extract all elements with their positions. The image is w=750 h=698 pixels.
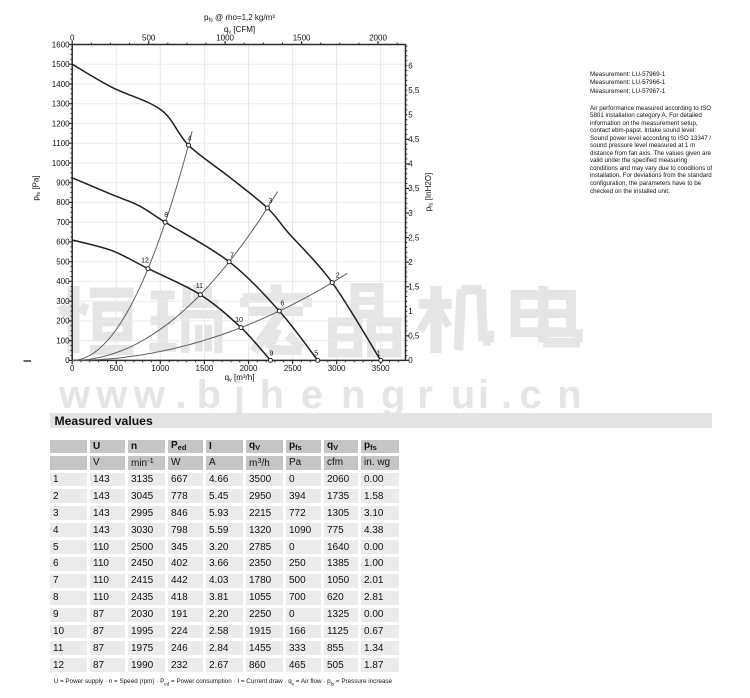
svg-text:1600: 1600 [52,40,70,49]
svg-text:2000: 2000 [240,364,258,373]
svg-text:qv [CFM]: qv [CFM] [224,25,255,36]
svg-text:3,5: 3,5 [408,184,420,193]
svg-text:0: 0 [70,364,75,373]
svg-text:0: 0 [408,356,413,365]
svg-text:1000: 1000 [52,159,70,168]
svg-text:pfs [Pa]: pfs [Pa] [32,175,43,200]
svg-text:10: 10 [235,317,243,324]
svg-text:1100: 1100 [52,139,70,148]
svg-text:pfs [InH2O]: pfs [InH2O] [424,173,435,212]
svg-text:6: 6 [408,61,413,70]
svg-text:1300: 1300 [52,100,70,109]
svg-text:400: 400 [56,277,70,286]
svg-text:4,5: 4,5 [408,135,420,144]
svg-text:3: 3 [408,209,413,218]
svg-text:8: 8 [164,212,168,219]
svg-text:700: 700 [56,218,70,227]
svg-text:4: 4 [408,160,413,169]
svg-text:900: 900 [56,179,70,188]
svg-text:1200: 1200 [52,119,70,128]
svg-text:2500: 2500 [284,364,302,373]
svg-text:200: 200 [56,317,70,326]
svg-text:5: 5 [314,350,318,357]
svg-text:800: 800 [56,198,70,207]
svg-text:11: 11 [196,283,203,290]
svg-text:1,5: 1,5 [408,283,420,292]
svg-text:2,5: 2,5 [408,233,420,242]
svg-text:5,5: 5,5 [408,86,420,95]
svg-text:3000: 3000 [328,364,346,373]
svg-text:3500: 3500 [372,364,390,373]
svg-text:1000: 1000 [216,33,234,42]
svg-text:qv [m³/h]: qv [m³/h] [225,373,255,384]
svg-text:1400: 1400 [52,80,70,89]
svg-text:2000: 2000 [369,33,387,42]
svg-text:0: 0 [70,33,75,42]
svg-text:600: 600 [56,238,70,247]
svg-text:12: 12 [141,258,149,265]
svg-text:pfs @ rho=1,2 kg/m³: pfs @ rho=1,2 kg/m³ [204,13,275,24]
svg-text:9: 9 [270,350,274,357]
svg-text:1500: 1500 [52,60,70,69]
svg-text:1: 1 [377,350,381,357]
svg-text:0,5: 0,5 [408,332,420,341]
svg-text:4: 4 [188,136,192,143]
svg-text:0: 0 [65,356,70,365]
svg-text:1: 1 [408,307,413,316]
svg-text:500: 500 [110,364,124,373]
svg-text:6: 6 [280,301,284,308]
svg-text:500: 500 [142,33,156,42]
svg-text:www.bjhengrui.cn: www.bjhengrui.cn [58,373,582,417]
svg-text:300: 300 [56,297,70,306]
svg-text:1000: 1000 [151,364,169,373]
svg-text:5: 5 [408,111,413,120]
svg-text:1500: 1500 [196,364,214,373]
svg-text:3: 3 [268,198,272,205]
svg-text:7: 7 [230,253,234,260]
svg-text:1500: 1500 [293,33,311,42]
svg-text:2: 2 [408,258,413,267]
svg-text:100: 100 [56,337,70,346]
svg-text:2: 2 [336,273,340,280]
svg-text:500: 500 [56,258,70,267]
